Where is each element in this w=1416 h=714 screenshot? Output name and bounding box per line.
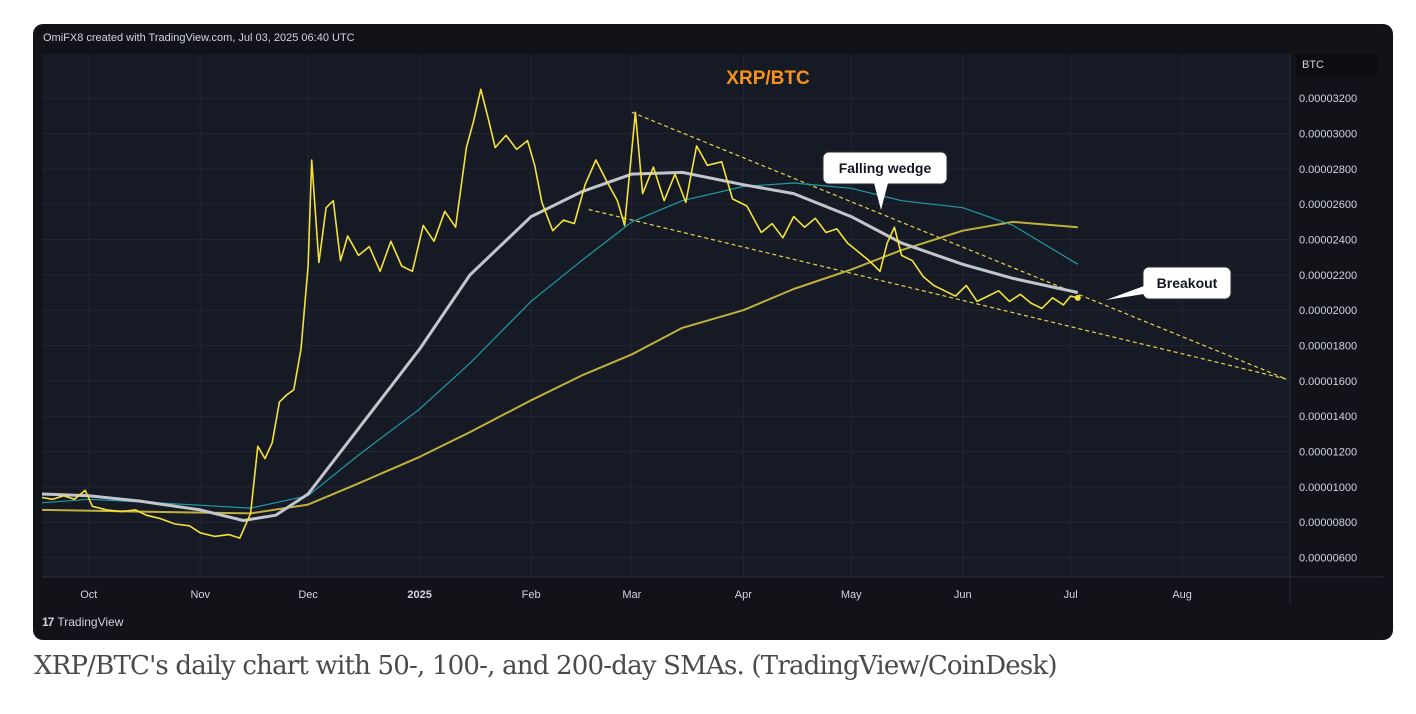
- y-tick-label: 0.00001200: [1299, 447, 1357, 459]
- y-tick-label: 0.00000600: [1299, 553, 1357, 565]
- sma50-series-line: [41, 170, 1079, 522]
- wedge-trendline: [631, 111, 1287, 380]
- tradingview-logo[interactable]: 17 TradingView: [42, 615, 123, 629]
- y-tick-label: 0.00001600: [1299, 376, 1357, 388]
- y-tick-label: 0.00003200: [1299, 93, 1357, 105]
- y-tick-label: 0.00003000: [1299, 129, 1357, 141]
- x-tick-label: Aug: [1172, 589, 1192, 601]
- y-tick-label: 0.00000800: [1299, 517, 1357, 529]
- tradingview-logo-icon: 17: [42, 615, 54, 629]
- callout-text: Falling wedge: [839, 160, 932, 176]
- chart-frame: OmiFX8 created with TradingView.com, Jul…: [33, 24, 1393, 640]
- wedge-trendline: [588, 208, 1287, 380]
- tradingview-logo-text: TradingView: [57, 615, 124, 629]
- breakout-point: [1074, 294, 1081, 301]
- figure-caption: XRP/BTC's daily chart with 50-, 100-, an…: [34, 651, 1058, 681]
- x-tick-label: May: [841, 589, 862, 601]
- y-tick-label: 0.00001800: [1299, 341, 1357, 353]
- plot-area: [42, 54, 1290, 577]
- symbol-label[interactable]: BTC: [1296, 54, 1378, 76]
- x-tick-label: Jun: [954, 589, 972, 601]
- x-tick-label: Oct: [80, 589, 97, 601]
- y-tick-label: 0.00002200: [1299, 270, 1357, 282]
- y-tick-label: 0.00002800: [1299, 164, 1357, 176]
- chart-title: XRP/BTC: [726, 68, 810, 89]
- callout-text: Breakout: [1157, 275, 1218, 291]
- x-tick-label: Mar: [622, 589, 641, 601]
- x-tick-label: Feb: [522, 589, 541, 601]
- x-tick-label: Jul: [1064, 589, 1078, 601]
- y-tick-label: 0.00002600: [1299, 199, 1357, 211]
- callout-falling-wedge: Falling wedge: [822, 151, 948, 210]
- price-series-line: [41, 88, 1078, 539]
- y-tick-label: 0.00002000: [1299, 305, 1357, 317]
- x-tick-label: 2025: [407, 589, 431, 601]
- y-tick-label: 0.00001000: [1299, 482, 1357, 494]
- y-tick-label: 0.00001400: [1299, 411, 1357, 423]
- callout-pointer: [1106, 286, 1144, 300]
- callout-box: [1142, 266, 1232, 300]
- x-tick-label: Nov: [190, 589, 210, 601]
- callout-pointer: [874, 183, 888, 210]
- callout-breakout: Breakout: [1106, 266, 1232, 300]
- x-tick-label: Apr: [735, 589, 752, 601]
- x-tick-label: Dec: [298, 589, 318, 601]
- y-tick-label: 0.00002400: [1299, 235, 1357, 247]
- price-chart[interactable]: 0.00003200 0.00003000 0.00002800 0.00002600…: [33, 24, 1393, 640]
- chart-attribution: OmiFX8 created with TradingView.com, Jul…: [43, 32, 355, 44]
